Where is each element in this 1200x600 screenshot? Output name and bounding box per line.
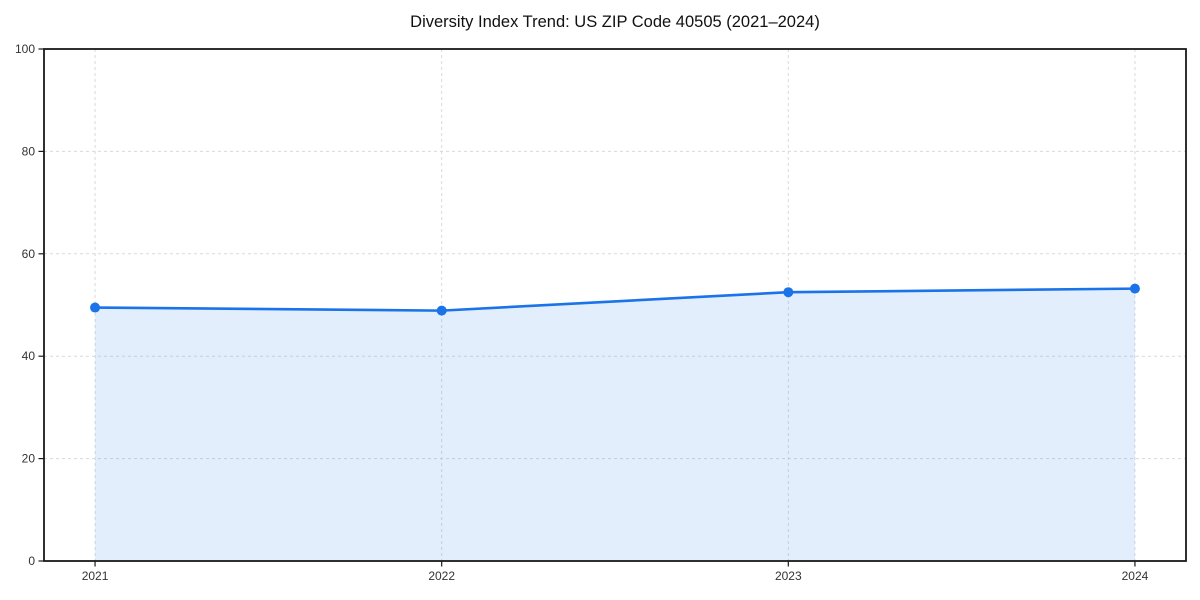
y-axis-tick-label: 80 [22, 144, 36, 158]
axes: 0 20 40 60 80 100 2021 2022 2023 2024 [15, 42, 1149, 583]
y-axis-tick-label: 20 [22, 452, 36, 466]
data-point-2022 [436, 305, 447, 316]
data-point-2024 [1129, 283, 1140, 294]
x-axis-tick-label: 2021 [82, 569, 109, 583]
y-axis-tick-label: 0 [28, 554, 35, 568]
plot-frame [43, 48, 1187, 562]
y-axis-tick-label: 60 [22, 247, 36, 261]
trend-line [93, 287, 1137, 312]
x-axis-tick-label: 2024 [1122, 569, 1149, 583]
y-axis-tick-label: 100 [15, 42, 35, 56]
y-axis-tick-label: 40 [22, 349, 36, 363]
data-point-2023 [783, 287, 794, 298]
x-axis-tick-label: 2023 [775, 569, 802, 583]
gridlines [44, 49, 1186, 561]
x-axis-tick-label: 2022 [428, 569, 455, 583]
data-point-2021 [90, 302, 101, 313]
chart-title: Diversity Index Trend: US ZIP Code 40505… [410, 13, 820, 31]
area-fill [95, 288, 1135, 561]
data-points [90, 283, 1140, 316]
